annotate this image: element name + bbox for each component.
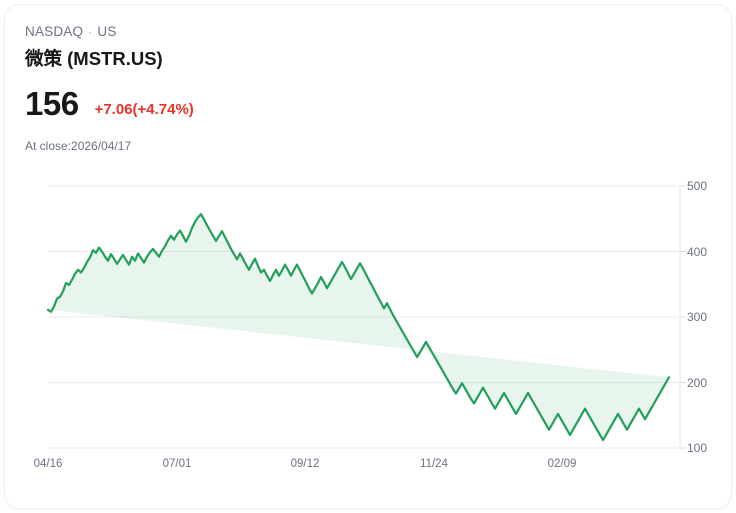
page-title: 微策 (MSTR.US)	[25, 48, 163, 69]
stock-quote-card: NASDAQ · US 微策 (MSTR.US) 156 +7.06(+4.74%)…	[4, 4, 732, 509]
y-axis-label: 500	[687, 179, 708, 193]
x-axis-label: 04/16	[33, 458, 63, 470]
y-axis-label: 100	[687, 441, 708, 455]
quote-header: NASDAQ · US 微策 (MSTR.US) 156 +7.06(+4.74%)…	[25, 23, 665, 154]
market-status: At close:2026/04/17	[25, 139, 132, 153]
chart-canvas	[46, 185, 686, 449]
x-axis-label: 02/09	[547, 458, 577, 470]
series-area-fill	[48, 214, 669, 441]
x-axis-label: 11/24	[420, 458, 448, 470]
exchange-line: NASDAQ · US	[25, 23, 665, 41]
price-chart[interactable]: 500 400 300 200 100 04/16 07/01 09/12 11/24 02/09	[5, 170, 731, 480]
price-change: +7.06(+4.74%)	[94, 101, 194, 118]
separator-dot: ·	[88, 25, 93, 39]
x-axis-label: 09/12	[290, 458, 320, 470]
series-line	[46, 213, 671, 442]
x-axis-label: 07/01	[162, 458, 192, 470]
exchange-name: NASDAQ	[25, 24, 84, 39]
region-label: US	[97, 24, 117, 39]
y-axis-label: 200	[687, 375, 708, 390]
current-price: 156	[25, 85, 79, 122]
y-axis-label: 300	[687, 310, 708, 324]
price-row: 156 +7.06(+4.74%)	[25, 87, 665, 120]
y-axis-label: 400	[687, 244, 708, 259]
